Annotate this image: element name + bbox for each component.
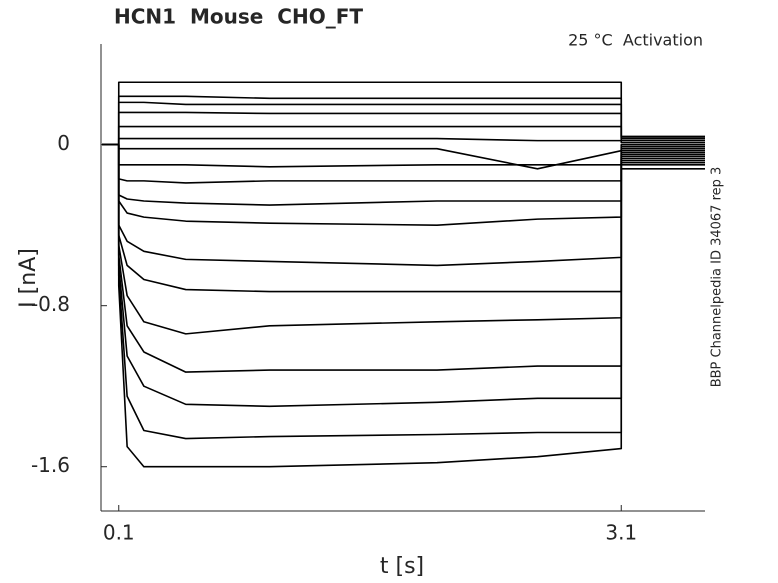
y-tick-label: -1.6: [31, 453, 70, 477]
y-tick-label: 0: [57, 131, 70, 155]
x-axis-label: t [s]: [380, 554, 424, 579]
trace: [102, 143, 705, 468]
trace: [102, 125, 705, 146]
x-tick-label: 3.1: [605, 521, 637, 545]
y-tick-label: -0.8: [31, 292, 70, 316]
chart-title: HCN1 Mouse CHO_FT: [114, 5, 363, 29]
y-axis-label: I [nA]: [16, 248, 41, 308]
trace: [102, 81, 705, 146]
trace: [102, 101, 705, 146]
x-tick-label: 0.1: [103, 521, 135, 545]
trace: [102, 111, 705, 146]
trace: [102, 137, 705, 146]
side-note: BBP Channelpedia ID 34067 rep 3: [710, 167, 725, 388]
annotation: 25 °C Activation: [568, 31, 703, 50]
